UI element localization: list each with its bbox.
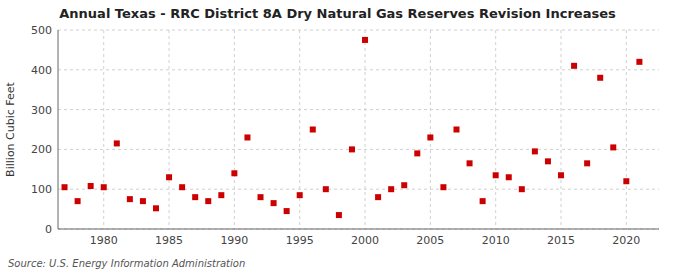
x-grid-line bbox=[561, 30, 562, 229]
point bbox=[271, 200, 277, 206]
x-grid-line bbox=[299, 30, 300, 229]
point bbox=[388, 186, 394, 192]
x-tick-label: 2005 bbox=[416, 234, 444, 247]
point bbox=[62, 184, 68, 190]
point bbox=[114, 140, 120, 146]
y-grid-line bbox=[58, 69, 659, 70]
y-tick-label: 200 bbox=[31, 143, 52, 156]
y-tick-label: 400 bbox=[31, 64, 52, 77]
x-tick-label: 2010 bbox=[482, 234, 510, 247]
x-grid-line bbox=[169, 30, 170, 229]
x-grid-line bbox=[495, 30, 496, 229]
y-tick-label: 0 bbox=[45, 223, 52, 236]
point bbox=[231, 170, 237, 176]
point bbox=[179, 184, 185, 190]
point bbox=[427, 134, 433, 140]
point bbox=[506, 174, 512, 180]
point bbox=[467, 160, 473, 166]
point bbox=[336, 212, 342, 218]
point bbox=[597, 75, 603, 81]
point bbox=[88, 183, 94, 189]
x-grid-line bbox=[234, 30, 235, 229]
x-tick-label: 1990 bbox=[220, 234, 248, 247]
point bbox=[127, 196, 133, 202]
y-tick-label: 300 bbox=[31, 104, 52, 117]
source-annotation: Source: U.S. Energy Information Administ… bbox=[8, 258, 245, 269]
point bbox=[323, 186, 329, 192]
x-tick-label: 1980 bbox=[90, 234, 118, 247]
points bbox=[62, 37, 643, 218]
point bbox=[284, 208, 290, 214]
x-tick-label: 1995 bbox=[286, 234, 314, 247]
chart-svg: Annual Texas - RRC District 8A Dry Natur… bbox=[0, 0, 675, 275]
point bbox=[519, 186, 525, 192]
point bbox=[636, 59, 642, 65]
point bbox=[440, 184, 446, 190]
point bbox=[258, 194, 264, 200]
x-tick-label: 2000 bbox=[351, 234, 379, 247]
point bbox=[140, 198, 146, 204]
point bbox=[153, 205, 159, 211]
y-axis-line bbox=[58, 30, 59, 229]
x-axis-line bbox=[58, 229, 659, 230]
x-tick-label: 2015 bbox=[547, 234, 575, 247]
y-grid-line bbox=[58, 229, 659, 230]
point bbox=[375, 194, 381, 200]
point bbox=[75, 198, 81, 204]
point bbox=[101, 184, 107, 190]
grid bbox=[58, 30, 659, 229]
point bbox=[414, 150, 420, 156]
point bbox=[453, 127, 459, 133]
point bbox=[610, 144, 616, 150]
point bbox=[558, 172, 564, 178]
x-grid-line bbox=[430, 30, 431, 229]
point bbox=[297, 192, 303, 198]
point bbox=[401, 182, 407, 188]
y-grid-line bbox=[58, 189, 659, 190]
point bbox=[205, 198, 211, 204]
point bbox=[192, 194, 198, 200]
point bbox=[244, 134, 250, 140]
y-grid-line bbox=[58, 149, 659, 150]
x-tick-label: 2020 bbox=[612, 234, 640, 247]
point bbox=[493, 172, 499, 178]
point bbox=[532, 148, 538, 154]
title: Annual Texas - RRC District 8A Dry Natur… bbox=[59, 6, 616, 21]
y-grid-line bbox=[58, 109, 659, 110]
x-grid-line bbox=[365, 30, 366, 229]
y-tick-label: 100 bbox=[31, 183, 52, 196]
x-tick-label: 1985 bbox=[155, 234, 183, 247]
point bbox=[584, 160, 590, 166]
y-tick-label: 500 bbox=[31, 24, 52, 37]
point bbox=[545, 158, 551, 164]
x-grid-line bbox=[103, 30, 104, 229]
chart-container: Annual Texas - RRC District 8A Dry Natur… bbox=[0, 0, 675, 275]
point bbox=[362, 37, 368, 43]
point bbox=[218, 192, 224, 198]
y-axis-label: Billion Cubic Feet bbox=[4, 81, 17, 176]
point bbox=[166, 174, 172, 180]
point bbox=[310, 127, 316, 133]
point bbox=[480, 198, 486, 204]
x-grid-line bbox=[626, 30, 627, 229]
y-grid-line bbox=[58, 30, 659, 31]
point bbox=[349, 146, 355, 152]
point bbox=[623, 178, 629, 184]
point bbox=[571, 63, 577, 69]
